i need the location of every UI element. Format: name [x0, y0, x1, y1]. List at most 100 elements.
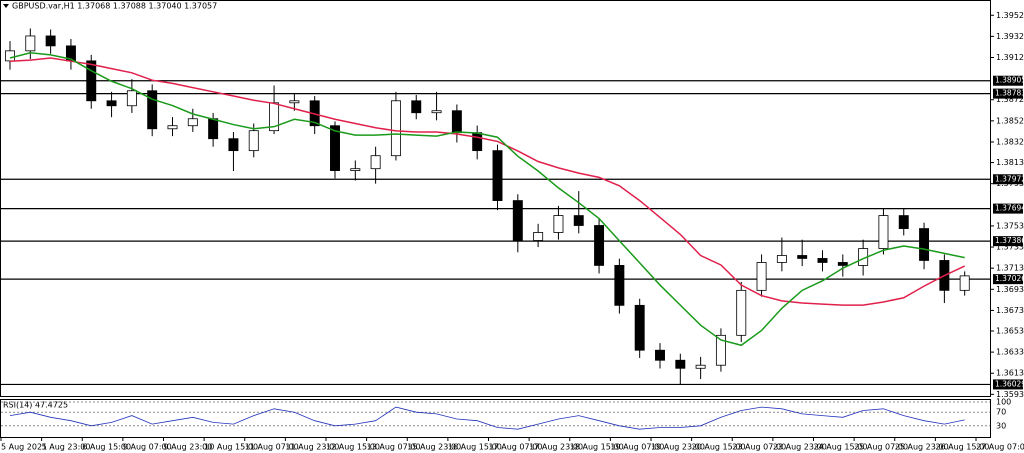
x-tick-label: 19 Aug 23:00: [651, 443, 705, 452]
x-tick-label: 16 Aug 15:00: [448, 443, 502, 452]
candle-body: [959, 275, 970, 291]
x-tick-label: 5 Aug 2021: [1, 443, 47, 452]
candle-body: [208, 118, 219, 140]
x-tick-label: 11 Aug 23:00: [285, 443, 339, 452]
x-tick-label: 26 Aug 15:00: [935, 443, 989, 452]
y-tick-label: 1.37130: [996, 264, 1024, 273]
candle-body: [451, 110, 462, 134]
candle-body: [472, 132, 483, 152]
candle-body: [411, 100, 422, 114]
x-tick-label: 25 Aug 07:00: [854, 443, 908, 452]
y-tick-label: 70: [996, 408, 1006, 417]
candle-body: [147, 90, 158, 130]
candle-body: [228, 138, 239, 152]
x-tick-label: 10 Aug 15:00: [204, 443, 258, 452]
x-tick-label: 23 Aug 23:00: [773, 443, 827, 452]
candle-body: [350, 168, 361, 171]
candle-body: [167, 125, 178, 130]
x-tick-label: 9 Aug 23:00: [164, 443, 213, 452]
y-tick-label: 1.36730: [996, 306, 1024, 315]
candle-body: [86, 60, 97, 102]
candle-body: [817, 258, 828, 263]
candle-body: [187, 118, 198, 127]
rsi-line: [9, 406, 965, 430]
candle-body: [919, 228, 930, 261]
y-tick-label: 1.39525: [996, 11, 1024, 20]
y-tick-label: 1.38525: [996, 116, 1024, 125]
x-tick-label: 18 Aug 15:00: [570, 443, 624, 452]
candle-body: [594, 225, 605, 266]
moving-average: [9, 57, 966, 306]
level-box: [993, 203, 1023, 214]
level-box: [993, 88, 1023, 99]
y-tick-label: 100: [996, 398, 1011, 407]
candle-body: [695, 364, 706, 369]
x-tick-label: 12 Aug 15:00: [326, 443, 380, 452]
x-tick-label: 24 Aug 15:00: [814, 443, 868, 452]
candle-body: [756, 262, 767, 291]
level-label: 1.38783: [995, 89, 1024, 98]
y-tick-label: 1.37530: [996, 221, 1024, 230]
y-tick-label: 1.36930: [996, 285, 1024, 294]
y-tick-label: 1.38725: [996, 95, 1024, 104]
x-tick-label: 17 Aug 23:00: [529, 443, 583, 452]
level-box: [993, 379, 1023, 390]
y-tick-label: 1.36535: [996, 327, 1024, 336]
candle-body: [675, 359, 686, 369]
x-tick-label: 15 Aug 23:00: [407, 443, 461, 452]
candle-body: [614, 265, 625, 306]
candle-body: [553, 215, 564, 233]
candle-body: [370, 155, 381, 170]
y-tick-label: 1.39125: [996, 53, 1024, 62]
candle-body: [126, 90, 137, 107]
candle-body: [330, 125, 340, 171]
candle-body: [5, 50, 15, 62]
x-tick-label: 9 Aug 07:00: [123, 443, 172, 452]
candle-body: [512, 200, 523, 241]
menu-icon: [3, 4, 9, 8]
candle-body: [797, 255, 808, 259]
x-tick-label: 25 Aug 23:00: [895, 443, 949, 452]
candle-body: [634, 304, 645, 351]
candle-body: [715, 334, 726, 366]
candle-body: [431, 110, 442, 114]
candle-body: [289, 100, 300, 104]
y-tick-label: 1.36135: [996, 369, 1024, 378]
candle-body: [573, 215, 584, 226]
x-tick-label: 13 Aug 07:00: [367, 443, 421, 452]
x-tick-label: 17 Aug 07:00: [489, 443, 543, 452]
y-tick-label: 1.38325: [996, 137, 1024, 146]
level-label: 1.37694: [995, 204, 1024, 213]
level-label: 1.37972: [995, 174, 1024, 183]
y-tick-label: 1.39325: [996, 32, 1024, 41]
level-label: 1.37026: [995, 274, 1024, 283]
x-tick-label: 20 Aug 15:00: [692, 443, 746, 452]
chart-title: GBPUSD.var,H1 1.37068 1.37088 1.37040 1.…: [12, 2, 217, 11]
candle-body: [390, 100, 401, 157]
candle-body: [736, 289, 747, 336]
candle-body: [898, 215, 909, 229]
x-tick-label: 11 Aug 07:00: [245, 443, 299, 452]
moving-average: [9, 51, 965, 347]
y-tick-label: 1.36335: [996, 348, 1024, 357]
candle-body: [533, 232, 544, 241]
level-label: 1.38905: [995, 76, 1024, 85]
level-box: [993, 174, 1023, 185]
x-tick-label: 23 Aug 07:00: [732, 443, 786, 452]
candle-body: [837, 262, 848, 266]
x-tick-label: 19 Aug 07:00: [610, 443, 664, 452]
level-label: 1.36029: [995, 379, 1024, 388]
rsi-title: RSI(14) 47.4725: [3, 401, 68, 410]
level-label: 1.37386: [995, 236, 1024, 245]
x-tick-label: 6 Aug 15:00: [82, 443, 131, 452]
level-box: [993, 274, 1023, 285]
y-tick-label: 30: [996, 421, 1006, 430]
candle-body: [776, 255, 787, 263]
level-box: [993, 75, 1023, 86]
y-tick-label: 1.38130: [996, 158, 1024, 167]
x-tick-label: 27 Aug 07:00: [976, 443, 1024, 452]
x-tick-label: 5 Aug 23:00: [42, 443, 91, 452]
level-box: [993, 236, 1023, 247]
